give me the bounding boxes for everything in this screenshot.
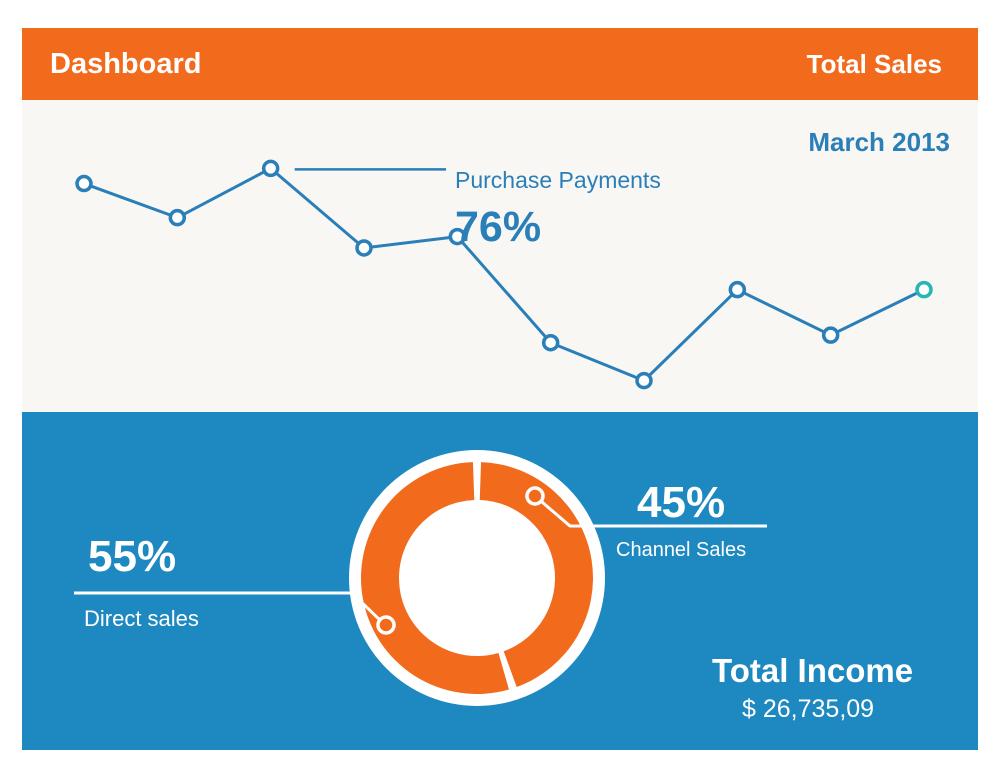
donut-chart (74, 450, 767, 706)
donut-group (349, 450, 605, 706)
data-point (75, 174, 93, 193)
purchase-payments-value: 76% (455, 203, 542, 251)
header-bar: Dashboard Total Sales (22, 28, 978, 100)
data-point (821, 326, 840, 344)
series-line (83, 166, 925, 383)
dashboard-title: Dashboard (50, 47, 202, 80)
data-point (728, 280, 747, 299)
direct-sales-connector (74, 591, 386, 626)
channel-sales-percent: 45% (637, 478, 726, 527)
channel-sales-connector (534, 494, 767, 528)
donut-connectors (74, 486, 767, 635)
donut-slice-channel-sales (479, 462, 593, 688)
period-label: March 2013 (808, 127, 950, 157)
total-sales-heading: Total Sales (806, 48, 942, 79)
channel-sales-label: Channel Sales (616, 539, 747, 561)
data-point (635, 371, 653, 390)
donut-slice-direct-sales (360, 462, 509, 694)
data-point (168, 208, 187, 227)
line-chart-panel: March 2013 Purchase Payments 76% (22, 100, 978, 412)
data-point (541, 333, 560, 352)
data-point (355, 239, 373, 257)
direct-sales-percent: 55% (88, 532, 177, 581)
total-income-title: Total Income (712, 652, 914, 689)
direct-sales-label: Direct sales (84, 606, 199, 631)
purchase-payments-label: Purchase Payments (455, 167, 661, 193)
direct-sales-marker (376, 615, 396, 635)
line-chart-points (75, 159, 933, 390)
data-point (448, 227, 467, 246)
channel-sales-marker (525, 486, 545, 506)
data-point (261, 159, 280, 178)
data-point (915, 280, 933, 299)
total-income-value: $ 26,735,09 (742, 695, 875, 723)
pie-chart-panel: 55% Direct sales 45% Channel Sales Total… (22, 412, 978, 750)
line-chart (75, 159, 933, 390)
